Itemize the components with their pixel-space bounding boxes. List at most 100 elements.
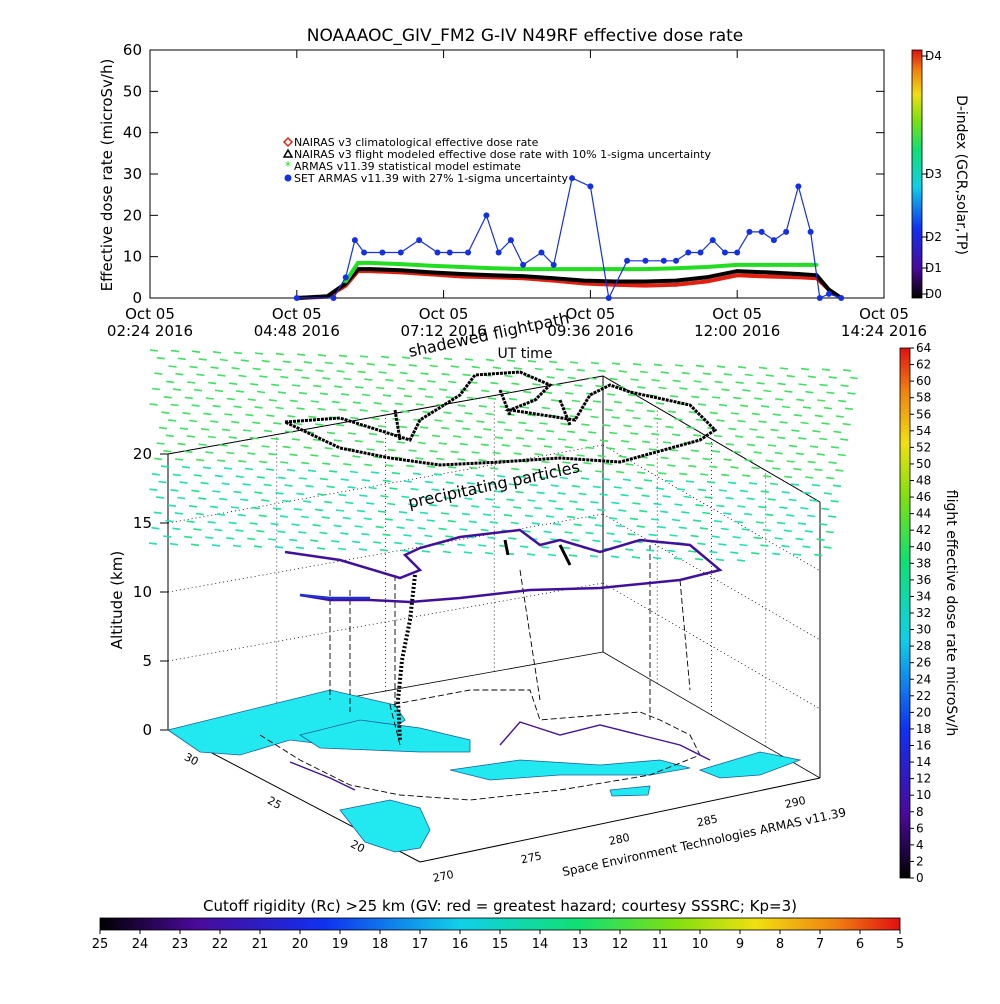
particle-dash — [667, 549, 676, 553]
particle-dash — [712, 396, 721, 399]
particle-dash — [615, 524, 624, 528]
particle-dash — [763, 475, 772, 478]
legend-marker — [284, 174, 292, 182]
particle-dash — [271, 383, 280, 387]
particle-dash — [326, 431, 336, 435]
particle-dash — [842, 369, 852, 372]
series-point — [342, 274, 349, 281]
particle-dash — [688, 550, 697, 553]
particle-dash — [618, 455, 627, 458]
particle-dash — [371, 417, 380, 420]
particle-dash — [424, 395, 434, 399]
particle-dash — [632, 416, 641, 420]
particle-dash — [809, 445, 819, 448]
series-point — [538, 249, 545, 256]
flight-cb-tick-label: 38 — [916, 556, 931, 570]
x-tick-label-date: Oct 05 — [859, 305, 909, 323]
particle-dash — [737, 505, 746, 508]
particle-dash — [277, 476, 286, 480]
particle-dash — [184, 450, 193, 454]
flight-cb-tick-label: 52 — [916, 440, 931, 454]
series-point — [827, 287, 831, 292]
particle-dash — [191, 404, 200, 407]
particle-dash — [655, 402, 665, 405]
particle-dash — [478, 458, 487, 462]
particle-dash — [695, 364, 705, 368]
particle-dash — [172, 388, 182, 391]
particle-dash — [826, 476, 835, 480]
particle-dash — [742, 389, 751, 392]
particle-dash — [494, 436, 504, 439]
particle-dash — [665, 425, 674, 429]
particle-dash — [585, 446, 594, 450]
particle-dash — [627, 447, 636, 451]
particle-dash — [406, 464, 415, 468]
particle-dash — [487, 482, 496, 486]
flight-cb-tick-label: 12 — [916, 772, 931, 786]
cutoff-tick-label: 5 — [896, 937, 904, 952]
particle-dash — [657, 525, 666, 529]
particle-dash — [690, 534, 699, 538]
particle-dash — [151, 526, 160, 530]
particle-dash — [613, 400, 623, 404]
x-tick-label-time: 07:12 2016 — [401, 322, 487, 340]
particle-dash — [235, 529, 244, 532]
particle-dash — [240, 498, 249, 502]
particle-dash — [798, 437, 807, 440]
particle-dash — [231, 367, 240, 370]
particle-dash — [536, 437, 546, 441]
particle-dash — [786, 460, 795, 463]
particle-dash — [576, 454, 585, 457]
particle-dash — [434, 419, 443, 422]
particle-dash — [814, 414, 823, 418]
particle-dash — [238, 374, 247, 378]
series-point — [429, 270, 434, 275]
flight-path-segment — [503, 539, 572, 566]
particle-dash — [520, 545, 529, 548]
series-point — [765, 274, 770, 279]
series-point — [735, 263, 739, 267]
particle-dash — [821, 368, 831, 371]
particle-dash — [490, 467, 499, 470]
flight-cb-tick-label: 0 — [916, 871, 924, 885]
longitude-tick-label: 290 — [784, 794, 807, 811]
particle-dash — [408, 503, 417, 506]
series-point — [721, 249, 728, 256]
particle-dash — [702, 457, 711, 461]
particle-dash — [289, 453, 298, 457]
particle-dash — [555, 453, 564, 457]
particle-dash — [361, 532, 370, 536]
series-point — [521, 267, 525, 271]
particle-dash — [737, 419, 746, 423]
particle-dash — [629, 517, 639, 521]
y-tick-label: 0 — [132, 289, 142, 307]
particle-dash — [739, 543, 748, 547]
particle-dash — [817, 399, 826, 402]
particle-dash — [301, 461, 310, 465]
particle-dash — [580, 477, 590, 480]
series-point — [796, 272, 801, 276]
particle-dash — [256, 476, 265, 479]
flight-cb-tick-label: 18 — [916, 722, 931, 736]
particle-dash — [587, 516, 597, 519]
particle-dash — [678, 526, 687, 530]
series-point — [765, 270, 770, 275]
particle-dash — [429, 450, 438, 453]
latitude-tick-label: 25 — [265, 794, 283, 812]
box-edge — [602, 375, 821, 503]
particle-dash — [788, 444, 798, 448]
particle-dash — [775, 398, 784, 401]
particle-dash — [616, 470, 625, 474]
particle-dash — [148, 542, 158, 545]
series-point — [398, 262, 403, 266]
particle-dash — [229, 382, 238, 385]
particle-dash — [202, 466, 212, 470]
series-point — [325, 294, 330, 299]
particle-dash — [387, 363, 396, 367]
flight-path — [284, 528, 723, 604]
particle-dash — [275, 492, 284, 495]
particle-dash — [335, 509, 345, 512]
particle-dash — [303, 446, 312, 449]
particle-dash — [156, 496, 165, 499]
top-x-axis-label: UT time — [498, 346, 553, 362]
